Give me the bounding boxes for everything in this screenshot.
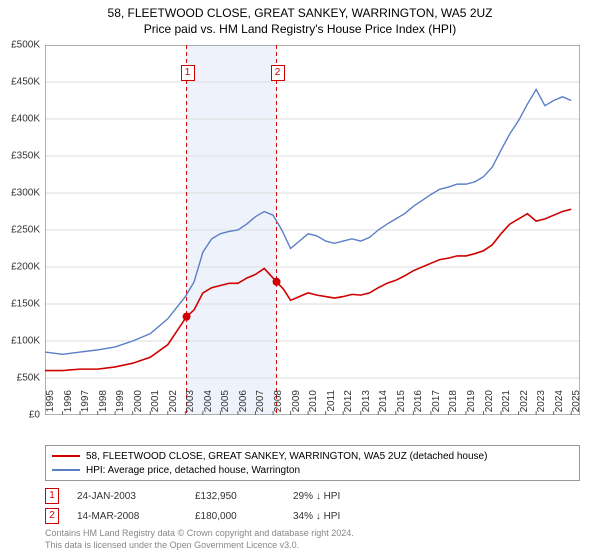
x-axis-label: 2008 [273, 390, 284, 420]
y-axis-label: £100K [0, 336, 40, 347]
legend-row-hpi: HPI: Average price, detached house, Warr… [52, 463, 573, 477]
sale-marker-2: 2 [271, 65, 285, 81]
sale-marker-2-icon: 2 [45, 508, 59, 524]
x-axis-label: 2000 [133, 390, 144, 420]
sale-row-1: 1 24-JAN-2003 £132,950 29% ↓ HPI [45, 488, 580, 504]
x-axis-label: 2023 [536, 390, 547, 420]
legend-row-property: 58, FLEETWOOD CLOSE, GREAT SANKEY, WARRI… [52, 449, 573, 463]
x-axis-label: 1996 [63, 390, 74, 420]
y-axis-label: £350K [0, 151, 40, 162]
legend-swatch-hpi [52, 469, 80, 471]
y-axis-label: £50K [0, 373, 40, 384]
sale-marker-1: 1 [181, 65, 195, 81]
legend-box: 58, FLEETWOOD CLOSE, GREAT SANKEY, WARRI… [45, 445, 580, 481]
chart-area: £0£50K£100K£150K£200K£250K£300K£350K£400… [45, 45, 580, 415]
x-axis-label: 2017 [431, 390, 442, 420]
x-axis-label: 2003 [185, 390, 196, 420]
footer-text: Contains HM Land Registry data © Crown c… [45, 528, 354, 551]
legend-swatch-property [52, 455, 80, 457]
legend-label-property: 58, FLEETWOOD CLOSE, GREAT SANKEY, WARRI… [86, 451, 487, 462]
x-axis-label: 2002 [168, 390, 179, 420]
y-axis-label: £0 [0, 410, 40, 421]
footer-line-2: This data is licensed under the Open Gov… [45, 540, 354, 552]
sale-1-price: £132,950 [195, 491, 275, 502]
y-axis-label: £300K [0, 188, 40, 199]
x-axis-label: 2018 [448, 390, 459, 420]
legend-label-hpi: HPI: Average price, detached house, Warr… [86, 465, 300, 476]
x-axis-label: 2022 [519, 390, 530, 420]
sale-1-date: 24-JAN-2003 [77, 491, 177, 502]
y-axis-label: £150K [0, 299, 40, 310]
x-axis-label: 2012 [343, 390, 354, 420]
sale-row-2: 2 14-MAR-2008 £180,000 34% ↓ HPI [45, 508, 580, 524]
x-axis-label: 2016 [413, 390, 424, 420]
x-axis-label: 2020 [484, 390, 495, 420]
x-axis-label: 2025 [571, 390, 582, 420]
sale-2-price: £180,000 [195, 511, 275, 522]
x-axis-label: 2001 [150, 390, 161, 420]
sale-2-date: 14-MAR-2008 [77, 511, 177, 522]
x-axis-label: 1998 [98, 390, 109, 420]
y-axis-label: £200K [0, 262, 40, 273]
x-axis-label: 2011 [326, 390, 337, 420]
x-axis-label: 1995 [45, 390, 56, 420]
x-axis-label: 1999 [115, 390, 126, 420]
x-axis-label: 1997 [80, 390, 91, 420]
x-axis-label: 2014 [378, 390, 389, 420]
x-axis-label: 2004 [203, 390, 214, 420]
x-axis-label: 2015 [396, 390, 407, 420]
chart-svg [45, 45, 580, 415]
sale-2-delta: 34% ↓ HPI [293, 511, 340, 522]
x-axis-label: 2013 [361, 390, 372, 420]
chart-title-address: 58, FLEETWOOD CLOSE, GREAT SANKEY, WARRI… [0, 6, 600, 20]
sale-marker-1-icon: 1 [45, 488, 59, 504]
x-axis-label: 2021 [501, 390, 512, 420]
x-axis-label: 2010 [308, 390, 319, 420]
chart-title-block: 58, FLEETWOOD CLOSE, GREAT SANKEY, WARRI… [0, 0, 600, 36]
x-axis-label: 2005 [220, 390, 231, 420]
y-axis-label: £250K [0, 225, 40, 236]
x-axis-label: 2007 [255, 390, 266, 420]
x-axis-label: 2019 [466, 390, 477, 420]
y-axis-label: £400K [0, 114, 40, 125]
y-axis-label: £450K [0, 77, 40, 88]
footer-line-1: Contains HM Land Registry data © Crown c… [45, 528, 354, 540]
x-axis-label: 2006 [238, 390, 249, 420]
x-axis-label: 2024 [554, 390, 565, 420]
sale-1-delta: 29% ↓ HPI [293, 491, 340, 502]
y-axis-label: £500K [0, 40, 40, 51]
chart-title-subtitle: Price paid vs. HM Land Registry's House … [0, 22, 600, 36]
x-axis-label: 2009 [291, 390, 302, 420]
